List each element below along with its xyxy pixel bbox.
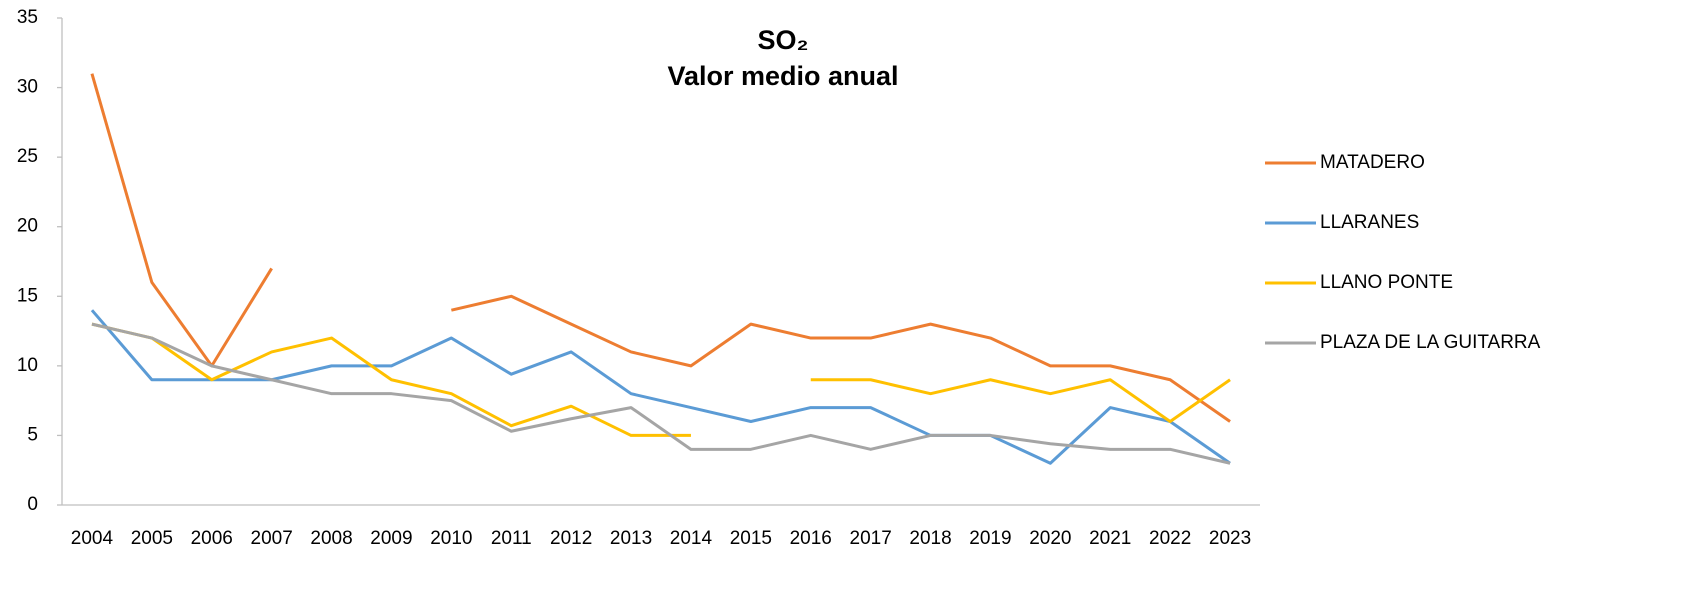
legend-label: LLARANES xyxy=(1320,212,1419,233)
y-tick-label: 35 xyxy=(17,7,38,28)
x-tick-label: 2015 xyxy=(730,528,772,549)
series-line xyxy=(90,73,1231,423)
x-tick-label: 2021 xyxy=(1089,528,1131,549)
x-tick-label: 2012 xyxy=(550,528,592,549)
y-tick-label: 25 xyxy=(17,146,38,167)
y-tick-label: 0 xyxy=(27,494,38,515)
x-tick-label: 2004 xyxy=(71,528,114,549)
chart-subtitle: Valor medio anual xyxy=(667,61,898,91)
x-tick-label: 2023 xyxy=(1209,528,1251,549)
x-tick-label: 2014 xyxy=(670,528,713,549)
x-tick-label: 2018 xyxy=(909,528,951,549)
x-tick-label: 2016 xyxy=(790,528,832,549)
x-tick-label: 2011 xyxy=(491,528,532,549)
y-tick-label: 5 xyxy=(27,424,38,445)
x-tick-label: 2010 xyxy=(430,528,472,549)
x-tick-label: 2019 xyxy=(969,528,1011,549)
x-tick-label: 2006 xyxy=(191,528,233,549)
x-tick-label: 2007 xyxy=(251,528,293,549)
chart-title: SO₂ xyxy=(757,25,808,55)
y-tick-label: 30 xyxy=(17,77,38,98)
legend-label: MATADERO xyxy=(1320,152,1425,173)
x-tick-label: 2005 xyxy=(131,528,173,549)
x-tick-label: 2013 xyxy=(610,528,652,549)
x-tick-label: 2017 xyxy=(850,528,892,549)
legend-label: PLAZA DE LA GUITARRA xyxy=(1320,332,1541,353)
y-tick-label: 20 xyxy=(17,216,38,237)
y-tick-label: 15 xyxy=(17,285,38,306)
x-tick-label: 2022 xyxy=(1149,528,1191,549)
y-tick-label: 10 xyxy=(17,355,38,376)
x-tick-label: 2009 xyxy=(370,528,412,549)
series-line xyxy=(91,322,1231,465)
legend-label: LLANO PONTE xyxy=(1320,272,1453,293)
x-tick-label: 2008 xyxy=(310,528,352,549)
x-tick-label: 2020 xyxy=(1029,528,1071,549)
series-line xyxy=(90,309,1231,465)
